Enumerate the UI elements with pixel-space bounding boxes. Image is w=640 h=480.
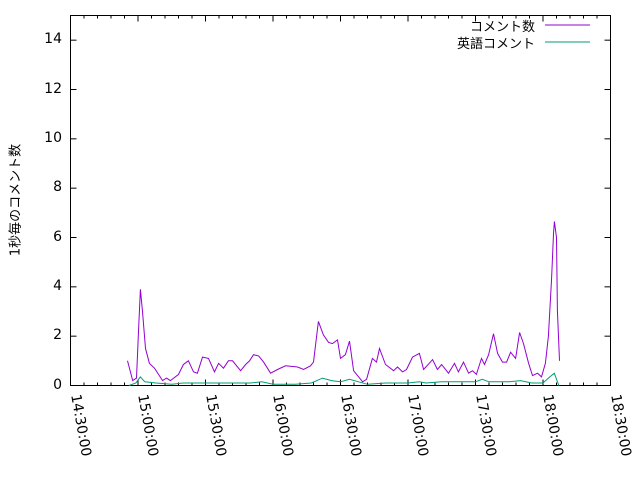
series-lines [127,221,560,386]
y-tick-label: 8 [53,179,62,196]
y-tick-label: 4 [53,277,62,294]
legend-label-english-comments: 英語コメント [456,37,535,52]
y-tick-label: 6 [53,228,62,245]
series-line-1 [128,372,560,386]
legend-label-comments: コメント数 [469,20,535,35]
y-tick-label: 12 [44,80,62,97]
y-tick-label: 2 [53,327,62,344]
y-axis-label: 1秒毎のコメント数 [8,143,24,257]
y-tick-label: 10 [44,129,62,146]
axis-ticks [70,15,611,386]
legend-swatches [545,24,590,43]
series-line-0 [127,221,560,383]
y-tick-label: 0 [53,376,62,393]
plot-border [70,15,611,386]
y-tick-label: 14 [44,31,62,48]
